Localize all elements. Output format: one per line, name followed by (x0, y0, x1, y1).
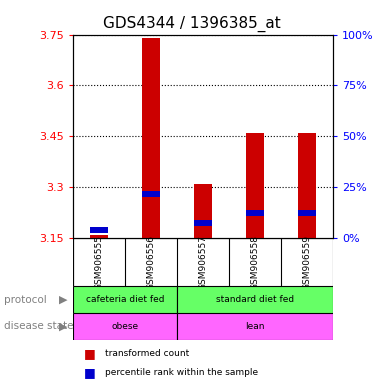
Bar (246, 210, 264, 216)
Bar (142, 38, 160, 238)
Bar (194, 220, 212, 226)
Bar (73, 313, 177, 340)
Text: ■: ■ (83, 366, 95, 379)
Text: transformed count: transformed count (105, 349, 189, 358)
Bar (194, 184, 212, 238)
Text: ▶: ▶ (59, 295, 67, 305)
Text: GSM906559: GSM906559 (303, 235, 312, 290)
Bar (90, 235, 108, 238)
Text: obese: obese (111, 322, 138, 331)
Text: GSM906557: GSM906557 (198, 235, 208, 290)
Bar (73, 286, 177, 313)
Bar (90, 227, 108, 233)
Text: lean: lean (246, 322, 265, 331)
Bar (246, 133, 264, 238)
Text: protocol: protocol (4, 295, 47, 305)
Bar (142, 191, 160, 197)
Text: percentile rank within the sample: percentile rank within the sample (105, 367, 258, 377)
Text: ■: ■ (83, 347, 95, 360)
Bar (177, 313, 333, 340)
Text: GSM906558: GSM906558 (250, 235, 260, 290)
Text: cafeteria diet fed: cafeteria diet fed (86, 295, 164, 304)
Text: disease state: disease state (4, 321, 73, 331)
Bar (298, 133, 316, 238)
Text: GSM906556: GSM906556 (146, 235, 155, 290)
Text: GSM906555: GSM906555 (94, 235, 103, 290)
Text: standard diet fed: standard diet fed (216, 295, 294, 304)
Text: ▶: ▶ (59, 321, 67, 331)
Bar (177, 286, 333, 313)
Text: GDS4344 / 1396385_at: GDS4344 / 1396385_at (103, 15, 280, 31)
Bar (298, 210, 316, 216)
